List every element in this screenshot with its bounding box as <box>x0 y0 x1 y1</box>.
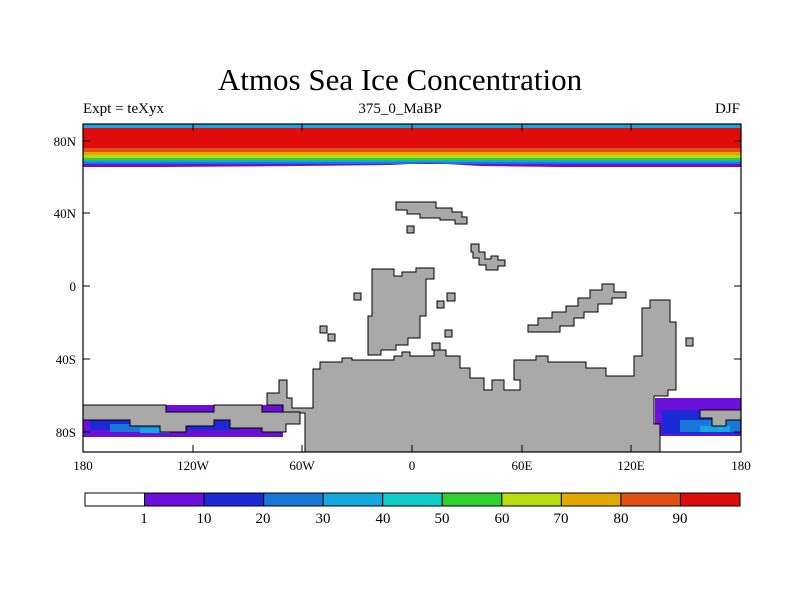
lat-tick-label: 80N <box>54 134 77 149</box>
lat-tick-labels: 80N 40N 0 40S 80S <box>54 134 77 440</box>
lon-tick-label: 120W <box>177 458 210 473</box>
colorbar-label: 10 <box>197 511 212 527</box>
colorbar-box <box>382 492 443 507</box>
colorbar-label: 70 <box>554 511 569 527</box>
arctic-sea-ice <box>83 124 741 167</box>
land-northern <box>395 201 468 225</box>
colorbar-box <box>84 492 146 507</box>
colorbar-box <box>560 492 622 507</box>
colorbar-labels: 1 10 20 30 40 50 60 70 80 90 <box>140 511 687 527</box>
period-label: 375_0_MaBP <box>358 101 442 117</box>
colorbar-label: 90 <box>673 511 688 527</box>
tick-marks <box>83 124 741 452</box>
lon-tick-label: 0 <box>409 458 416 473</box>
colorbar-label: 60 <box>495 511 510 527</box>
colorbar-box <box>263 492 324 507</box>
colorbar-box <box>322 492 384 507</box>
colorbar <box>84 492 741 507</box>
lat-tick-label: 40S <box>56 352 76 367</box>
colorbar-box <box>501 492 562 507</box>
colorbar-box <box>679 492 741 507</box>
land-masses <box>82 201 742 453</box>
lon-tick-label: 60E <box>512 458 533 473</box>
colorbar-label: 50 <box>435 511 450 527</box>
lat-tick-label: 0 <box>70 279 77 294</box>
lon-tick-label: 60W <box>289 458 315 473</box>
lon-tick-label: 180 <box>73 458 93 473</box>
colorbar-box <box>203 492 265 507</box>
season-label: DJF <box>714 101 740 117</box>
lat-tick-label: 80S <box>56 425 76 440</box>
lat-tick-label: 40N <box>54 206 77 221</box>
colorbar-box <box>144 492 205 507</box>
colorbar-label: 40 <box>376 511 391 527</box>
colorbar-label: 1 <box>140 511 148 527</box>
colorbar-label: 30 <box>316 511 331 527</box>
map-title: Atmos Sea Ice Concentration <box>217 62 583 97</box>
colorbar-label: 20 <box>256 511 271 527</box>
land-central-continent <box>367 267 435 356</box>
land-southern-continent <box>266 299 677 453</box>
lon-tick-label: 120E <box>617 458 645 473</box>
colorbar-box <box>620 492 681 507</box>
colorbar-box <box>441 492 503 507</box>
lon-tick-labels: 180 120W 60W 0 60E 120E 180 <box>73 458 751 473</box>
colorbar-label: 80 <box>614 511 629 527</box>
lon-tick-label: 180 <box>731 458 751 473</box>
experiment-label: Expt = teXyx <box>83 101 164 117</box>
